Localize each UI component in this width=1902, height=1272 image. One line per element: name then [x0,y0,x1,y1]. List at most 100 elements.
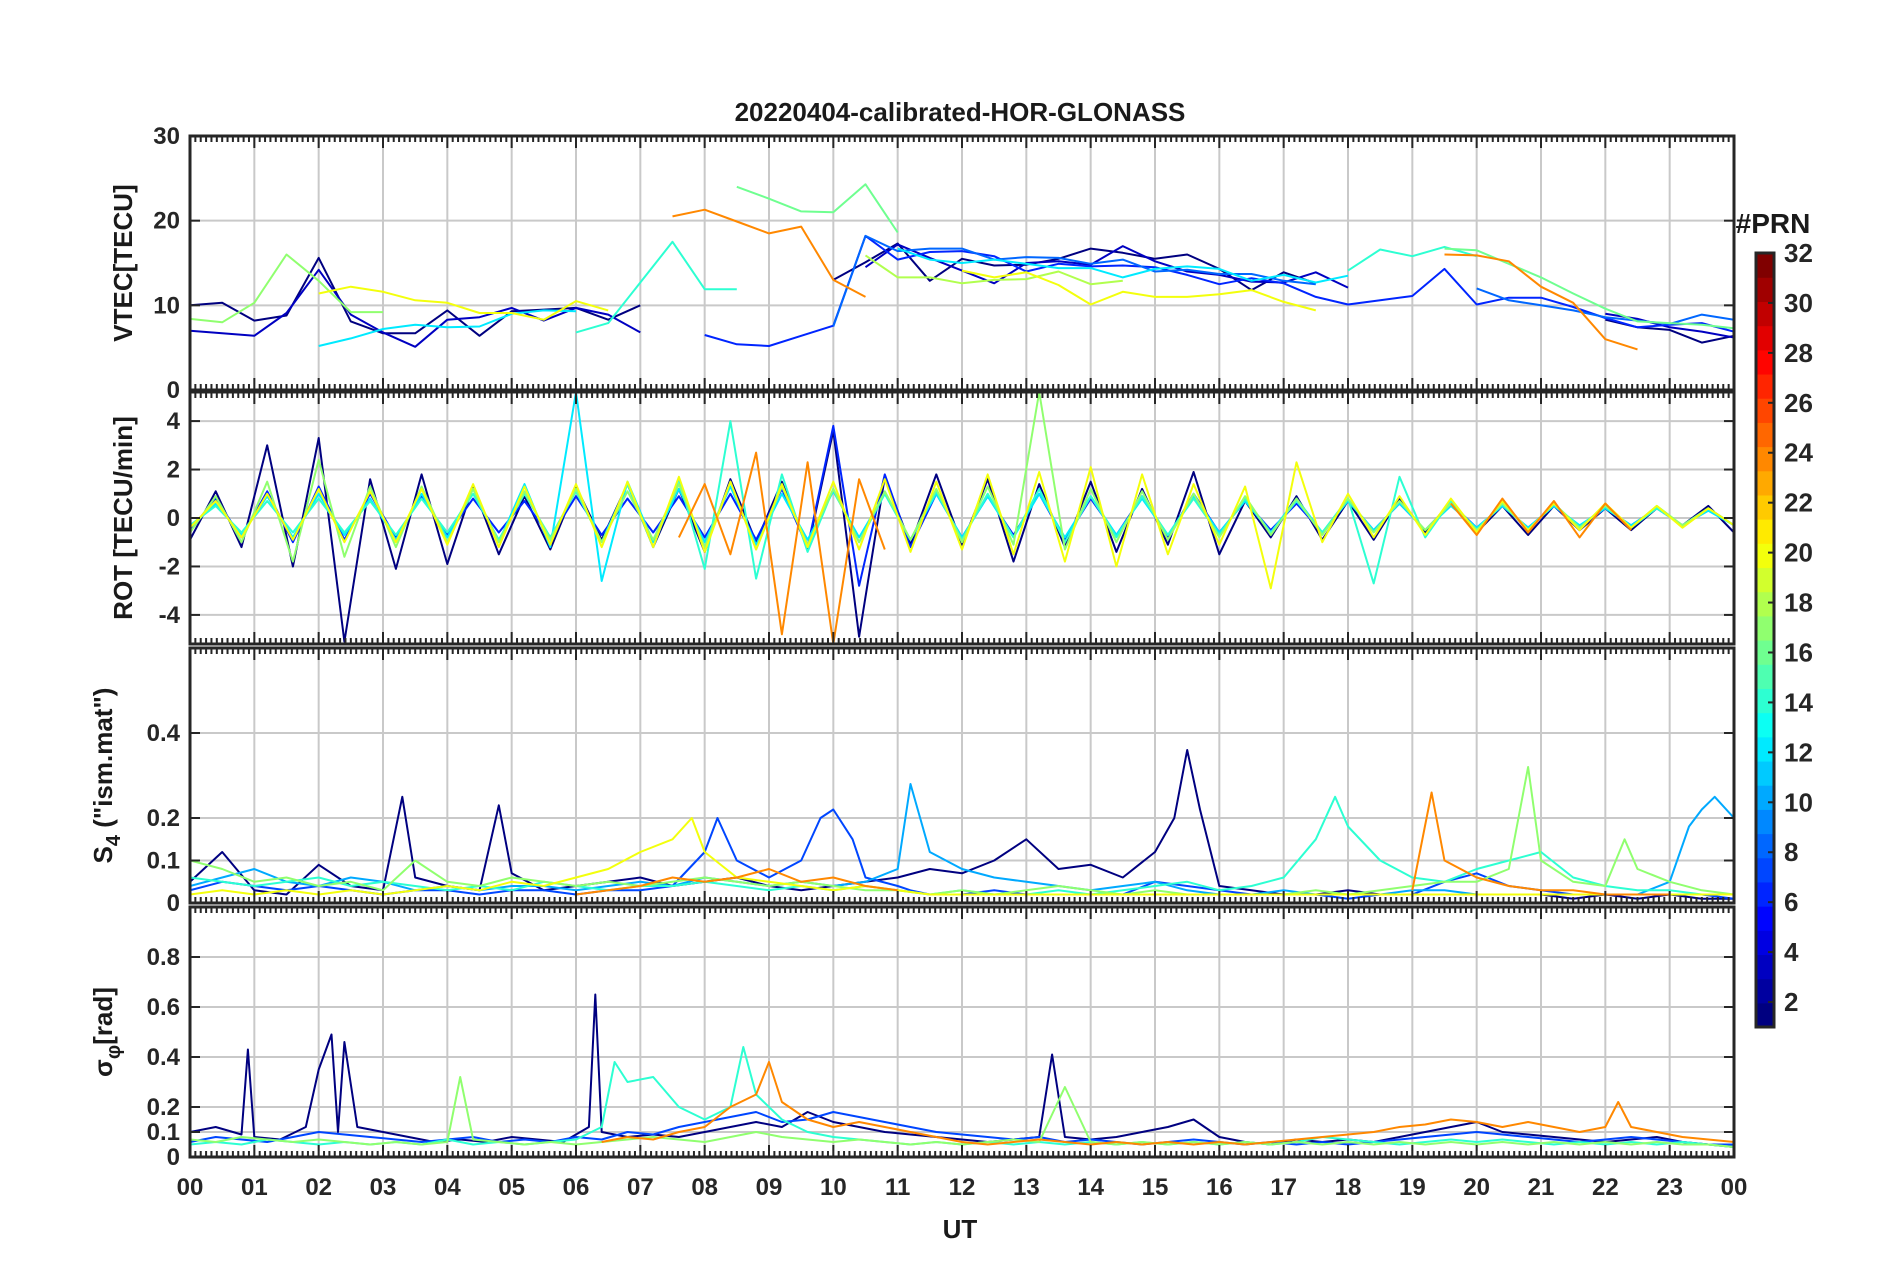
s4-series-prn-7 [190,808,1734,900]
sigma-ytick-label: 0.1 [147,1119,180,1146]
colorbar-segment [1756,349,1774,375]
colorbar-segment [1756,543,1774,569]
colorbar-tick-label: 18 [1784,588,1813,618]
sigma-ytick-label: 0.2 [147,1094,180,1121]
colorbar-segment [1756,325,1774,351]
x-tick-label: 16 [1206,1174,1233,1201]
x-axis-label: UT [943,1214,978,1244]
colorbar-segment [1756,833,1774,859]
vtec-frame [188,134,1736,392]
colorbar-tick-label: 2 [1784,987,1798,1017]
vtec-series-prn-18 [864,254,1123,286]
chart-title: 20220404-calibrated-HOR-GLONASS [735,97,1186,127]
colorbar-segment [1756,736,1774,762]
colorbar-segment [1756,688,1774,714]
rot-ytick-label: -2 [159,553,180,580]
colorbar-segment [1756,809,1774,835]
panel-s4: 0 0.1 0.2 0.4 S4 ("ism.mat") [88,646,1736,917]
x-tick-label: 08 [691,1174,718,1201]
colorbar-segment [1756,954,1774,980]
x-tick-label: 07 [627,1174,654,1201]
sigma-series-prn-24 [601,1061,1734,1146]
colorbar-tick-label: 16 [1784,637,1813,667]
colorbar-tick-label: 20 [1784,538,1813,568]
colorbar-segment [1756,398,1774,423]
rot-ylabel: ROT [TECU/min] [108,416,138,620]
x-tick-label: 10 [820,1174,847,1201]
colorbar-tick-label: 26 [1784,388,1813,418]
colorbar-tick-label: 8 [1784,837,1798,867]
vtec-ytick-label: 20 [153,208,180,235]
rot-series-prn-12 [190,392,1734,582]
x-tick-label: 09 [756,1174,783,1201]
colorbar-segment [1756,422,1774,448]
sigma-series-prn-17 [190,1076,1734,1148]
colorbar-segment [1756,615,1774,641]
vtec-series-prn-20 [318,269,1317,321]
rot-ytick-label: 4 [167,408,181,435]
colorbar-segment [1756,760,1774,786]
colorbar-segment [1756,978,1774,1004]
colorbar-tick-label: 32 [1784,238,1813,268]
x-tick-label: 23 [1656,1174,1683,1201]
sigma-ytick-label: 0.4 [147,1044,181,1071]
colorbar-segment [1756,567,1774,593]
vtec-series-prn-6 [704,234,1734,347]
vtec-ytick-label: 30 [153,123,180,150]
colorbar-segment [1756,519,1774,544]
vtec-series-prn-17 [190,253,383,324]
colorbar-segment [1756,664,1774,689]
colorbar-segment [1756,591,1774,617]
s4-ytick-label: 0.1 [147,848,180,875]
colorbar-segment [1756,1002,1774,1028]
x-tick-label: 17 [1270,1174,1297,1201]
colorbar-segment [1756,881,1774,907]
colorbar-title: #PRN [1736,208,1811,239]
x-tick-label: 04 [434,1174,461,1201]
x-tick-label: 14 [1077,1174,1104,1201]
panel-vtec: 0 10 20 30 VTEC[TECU] [108,123,1736,404]
colorbar-segment [1756,446,1774,472]
vtec-series-prn-24 [672,208,1638,351]
x-tick-label: 01 [241,1174,268,1201]
rot-ytick-label: -4 [159,602,181,629]
sigma-ytick-label: 0.6 [147,994,180,1021]
colorbar-tick-label: 4 [1784,937,1799,967]
x-tick-label: 05 [498,1174,525,1201]
vtec-series-group [190,183,1734,351]
s4-series-prn-24 [575,791,1670,896]
sigma-series-prn-1 [190,993,1734,1148]
x-tick-label: 19 [1399,1174,1426,1201]
s4-ytick-label: 0.2 [147,805,180,832]
sigma-ytick-label: 0 [167,1144,180,1171]
colorbar-tick-label: 14 [1784,687,1813,717]
sigma-frame [188,905,1736,1159]
colorbar-tick-label: 28 [1784,338,1813,368]
colorbar-segment [1756,906,1774,931]
colorbar-segment [1756,470,1774,496]
rot-frame [188,390,1736,646]
colorbar-tick-label: 10 [1784,787,1813,817]
sigma-ytick-label: 0.8 [147,944,180,971]
s4-frame [188,646,1736,905]
sigma-series-group [190,993,1734,1148]
x-tick-label: 06 [563,1174,590,1201]
colorbar-segment [1756,253,1774,278]
rot-series-group [190,392,1734,644]
colorbar-tick-label: 12 [1784,737,1813,767]
vtec-series-prn-12 [318,247,1349,347]
rot-ytick-label: 0 [167,505,180,532]
x-tick-label: 00 [177,1174,204,1201]
colorbar-tick-label: 6 [1784,887,1798,917]
s4-ytick-label: 0 [167,890,180,917]
colorbar-segment [1756,494,1774,520]
colorbar-tick-label: 30 [1784,288,1813,318]
panel-rot: -4 -2 0 2 4 ROT [TECU/min] [108,390,1736,646]
x-tick-label: 03 [370,1174,397,1201]
x-tick-label: 02 [305,1174,332,1201]
colorbar-segment [1756,373,1774,399]
colorbar-segment [1756,785,1774,810]
